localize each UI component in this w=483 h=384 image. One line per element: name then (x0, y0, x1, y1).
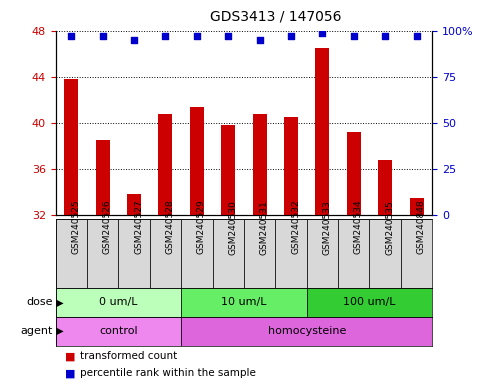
Bar (118, 219, 150, 288)
Text: 0 um/L: 0 um/L (99, 297, 138, 308)
Text: GSM240530: GSM240530 (228, 200, 237, 255)
Point (68, 33, 75, 39)
Bar (181, 288, 307, 317)
Point (382, 33, 389, 39)
Text: control: control (99, 326, 138, 336)
Text: ■: ■ (65, 351, 76, 361)
Bar (56, 317, 181, 346)
Bar (315, 48, 329, 215)
Bar (190, 107, 204, 215)
Bar (64, 79, 78, 215)
Text: GSM240529: GSM240529 (197, 200, 206, 255)
Point (193, 33, 201, 39)
Bar (181, 219, 213, 288)
Text: GSM240528: GSM240528 (165, 200, 174, 255)
Text: GSM240533: GSM240533 (323, 200, 331, 255)
Bar (378, 160, 392, 215)
Bar (158, 114, 172, 215)
Bar (253, 114, 267, 215)
Text: GDS3413 / 147056: GDS3413 / 147056 (210, 9, 341, 23)
Text: dose: dose (27, 297, 53, 308)
Bar (244, 219, 275, 288)
Point (99, 33, 107, 39)
Bar (150, 219, 181, 288)
Point (161, 33, 170, 39)
Point (412, 33, 420, 39)
Bar (275, 219, 307, 288)
Bar (56, 288, 181, 317)
Text: GSM240532: GSM240532 (291, 200, 300, 255)
Bar (127, 194, 141, 215)
Text: GSM240535: GSM240535 (385, 200, 394, 255)
Bar (87, 219, 118, 288)
Text: GSM240534: GSM240534 (354, 200, 363, 255)
Text: homocysteine: homocysteine (268, 326, 346, 336)
Text: GSM240525: GSM240525 (71, 200, 80, 255)
Text: GSM240531: GSM240531 (260, 200, 269, 255)
Bar (307, 219, 338, 288)
Text: GSM240526: GSM240526 (103, 200, 112, 255)
Bar (96, 140, 110, 215)
Bar (213, 219, 244, 288)
Point (256, 37, 264, 43)
Bar (284, 117, 298, 215)
Bar (369, 219, 401, 288)
Bar (221, 125, 235, 215)
Point (224, 33, 232, 39)
Text: ▶: ▶ (53, 297, 64, 308)
Point (319, 30, 327, 36)
Text: GSM240527: GSM240527 (134, 200, 143, 255)
Text: 10 um/L: 10 um/L (221, 297, 267, 308)
Bar (410, 198, 424, 215)
Bar (307, 288, 432, 317)
Bar (56, 219, 87, 288)
Text: ▶: ▶ (53, 326, 64, 336)
Point (287, 33, 295, 39)
Text: GSM240848: GSM240848 (416, 200, 426, 255)
Point (130, 37, 138, 43)
Text: percentile rank within the sample: percentile rank within the sample (80, 368, 256, 378)
Point (350, 33, 357, 39)
Bar (347, 132, 361, 215)
Bar (338, 219, 369, 288)
Text: transformed count: transformed count (80, 351, 177, 361)
Bar (181, 317, 432, 346)
Bar (401, 219, 432, 288)
Text: 100 um/L: 100 um/L (343, 297, 396, 308)
Text: ■: ■ (65, 368, 76, 378)
Text: agent: agent (21, 326, 53, 336)
